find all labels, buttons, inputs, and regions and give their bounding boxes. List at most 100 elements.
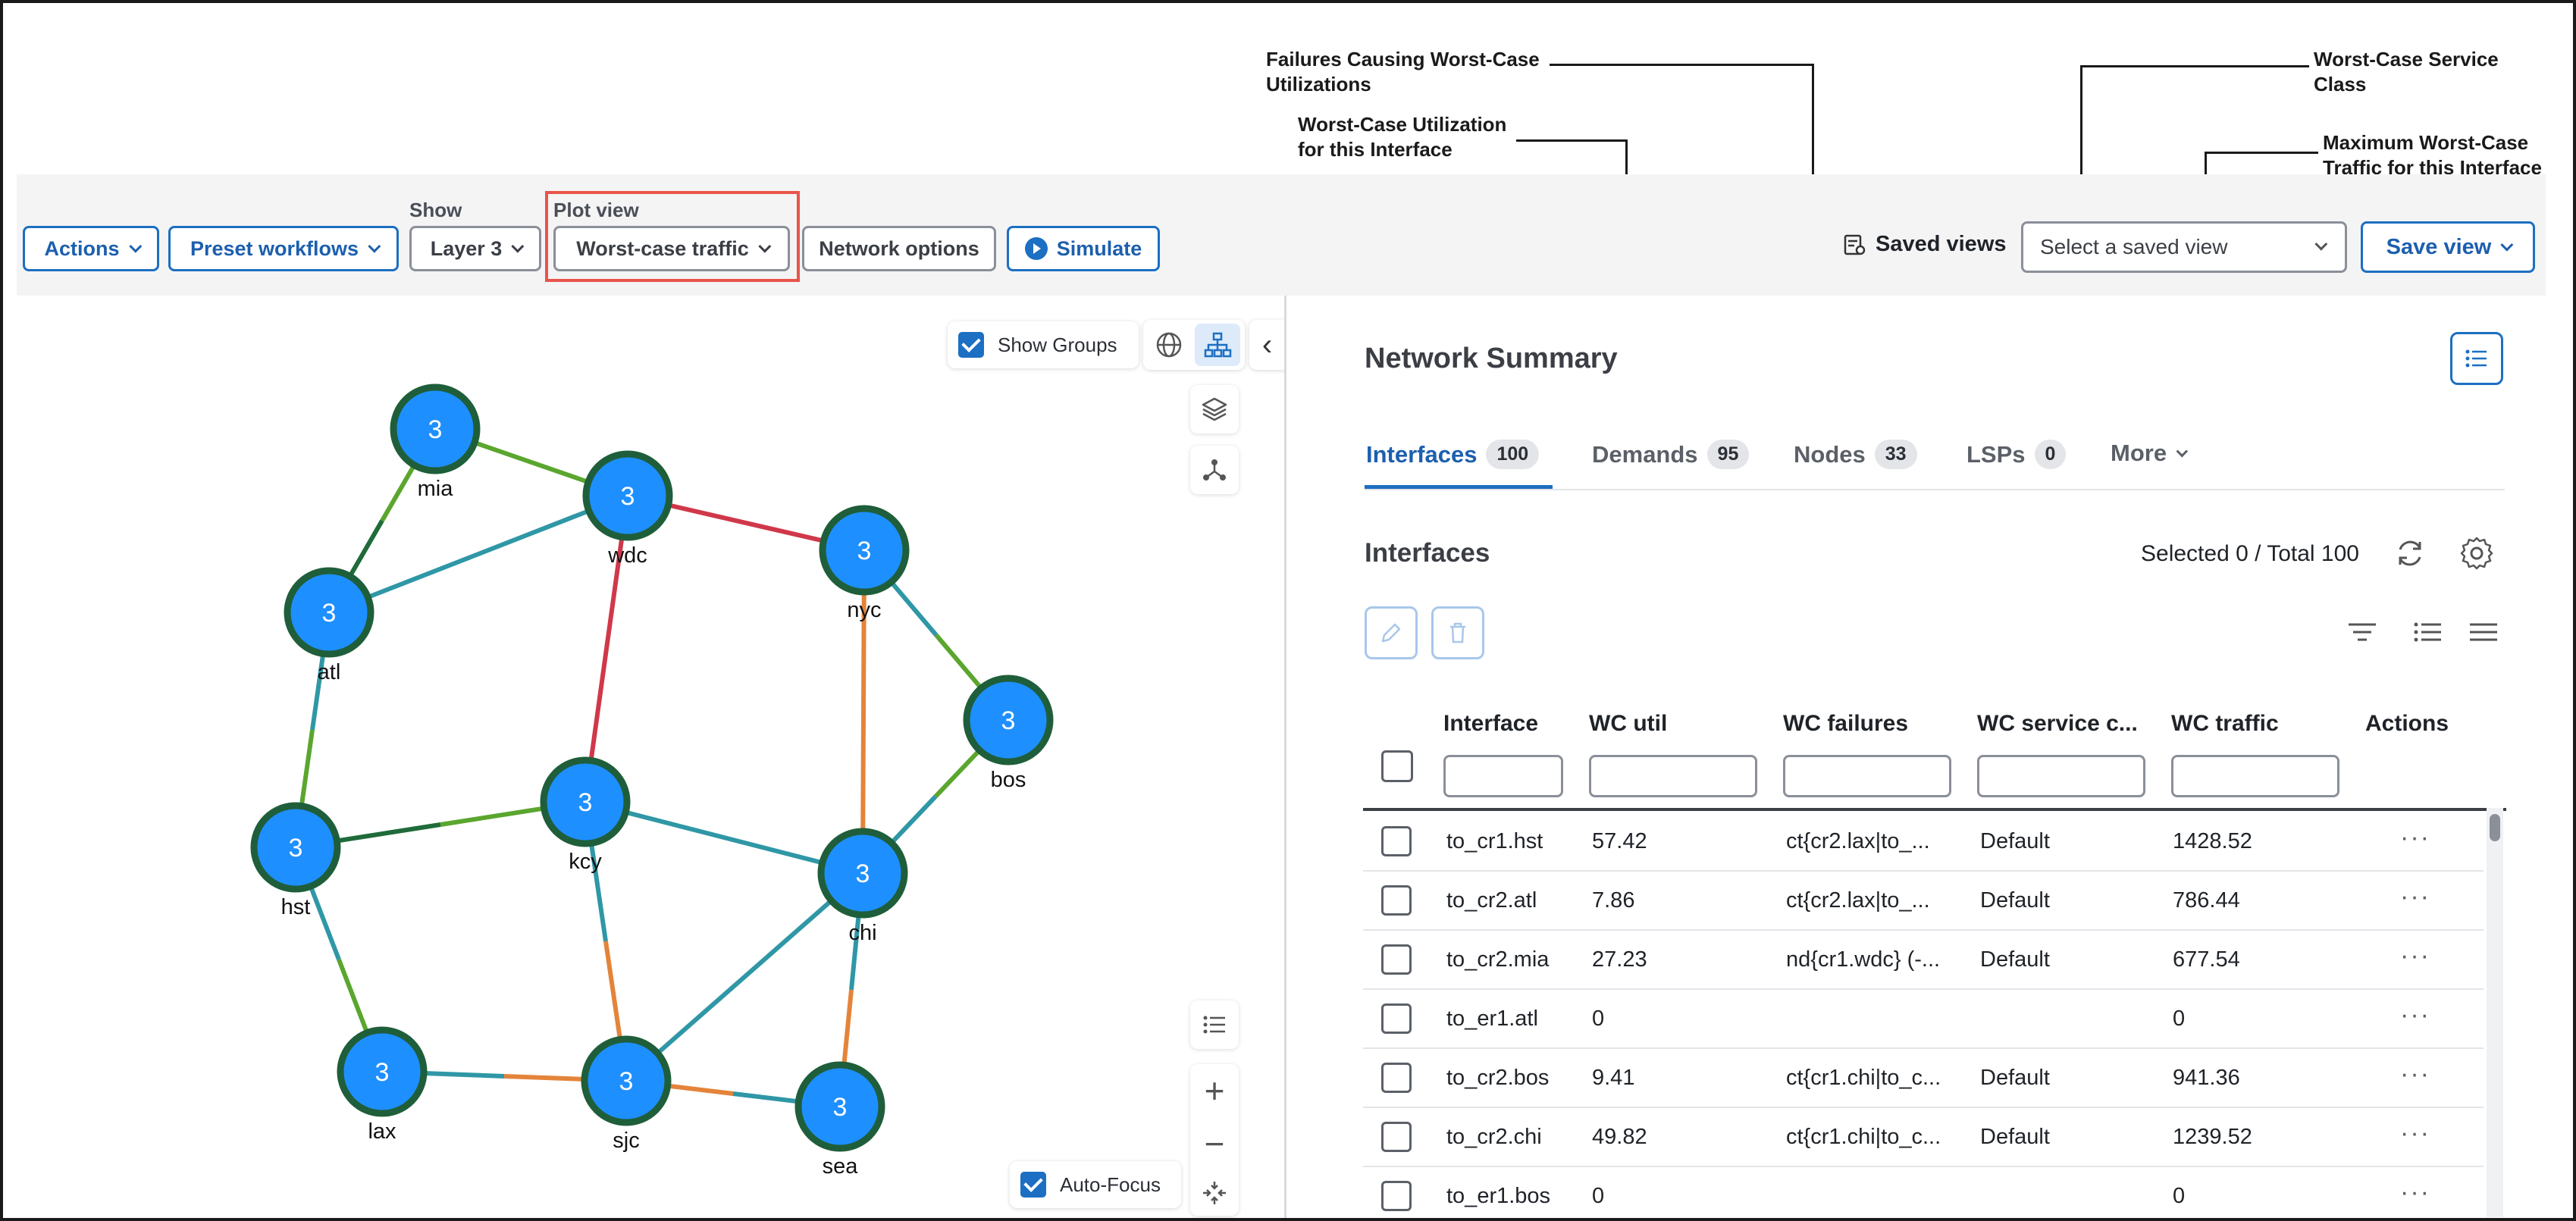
saved-views-icon [1844, 234, 1866, 255]
node-circle[interactable] [581, 1035, 672, 1126]
row-actions-icon[interactable]: ··· [2400, 1060, 2430, 1088]
node-chi[interactable]: 3 chi [817, 828, 908, 945]
filter-input-wc-util[interactable] [1589, 755, 1757, 797]
column-header-wc-service-class[interactable]: WC service c... [1977, 711, 2138, 736]
layers-button[interactable] [1190, 385, 1239, 434]
zoom-in-icon[interactable]: + [1204, 1071, 1225, 1110]
link-kcy-chi[interactable] [584, 800, 863, 875]
list-view-icon[interactable] [2411, 617, 2444, 647]
node-wdc[interactable]: 3 wdc [582, 450, 673, 568]
panel-divider[interactable] [1284, 296, 1286, 1218]
filter-input-wc-service-class[interactable] [1977, 755, 2145, 797]
network-graph[interactable]: 3 mia 3 wdc 3 atl 3 nyc 3 bos 3 kcy 3 hst 3 chi 3 lax 3 sjc… [20, 296, 1284, 1220]
hierarchy-icon[interactable] [1195, 324, 1240, 366]
link-nyc-chi[interactable] [860, 549, 867, 874]
node-circle[interactable] [817, 828, 908, 919]
filter-input-wc-failures[interactable] [1783, 755, 1951, 797]
link-chi-sjc[interactable] [625, 871, 864, 1083]
column-header-wc-failures[interactable]: WC failures [1783, 711, 1909, 736]
column-header-wc-traffic[interactable]: WC traffic [2171, 711, 2279, 736]
node-circle[interactable] [250, 802, 341, 893]
row-actions-icon[interactable]: ··· [2400, 1000, 2430, 1029]
row-actions-icon[interactable]: ··· [2400, 941, 2430, 970]
table-row[interactable]: to_cr1.hst 57.42 ct{cr2.lax|to_... Defau… [1363, 812, 2484, 872]
node-circle[interactable] [540, 756, 631, 847]
legend-button[interactable] [1190, 1000, 1239, 1049]
show-groups-toggle[interactable]: Show Groups [948, 321, 1139, 368]
refresh-icon[interactable] [2393, 536, 2427, 571]
tab-interfaces[interactable]: Interfaces 100 [1366, 440, 1540, 469]
density-icon[interactable] [2467, 617, 2500, 647]
row-checkbox[interactable] [1381, 885, 1412, 916]
node-circle[interactable] [390, 384, 481, 474]
link-atl-wdc[interactable] [327, 493, 629, 615]
show-groups-checkbox[interactable] [958, 332, 984, 358]
row-actions-icon[interactable]: ··· [2400, 823, 2430, 852]
network-map[interactable]: 3 mia 3 wdc 3 atl 3 nyc 3 bos 3 kcy 3 hst 3 chi 3 lax 3 sjc… [20, 296, 1284, 1220]
node-circle[interactable] [963, 675, 1054, 765]
node-circle[interactable] [337, 1026, 428, 1117]
zoom-out-icon[interactable]: − [1204, 1124, 1225, 1163]
node-mia[interactable]: 3 mia [390, 384, 481, 501]
row-checkbox[interactable] [1381, 1122, 1412, 1152]
node-circle[interactable] [819, 505, 910, 596]
actions-button[interactable]: Actions [23, 226, 159, 271]
summary-menu-button[interactable] [2450, 332, 2503, 385]
link-wdc-kcy[interactable] [583, 495, 630, 803]
row-actions-icon[interactable]: ··· [2400, 882, 2430, 911]
tab-nodes[interactable]: Nodes 33 [1794, 440, 1917, 469]
node-atl[interactable]: 3 atl [284, 567, 374, 684]
tab-more[interactable]: More [2111, 440, 2189, 467]
table-row[interactable]: to_er1.bos 0 0 ··· [1363, 1167, 2484, 1217]
topology-button[interactable] [1190, 446, 1239, 494]
tab-demands[interactable]: Demands 95 [1592, 440, 1750, 469]
table-row[interactable]: to_cr2.chi 49.82 ct{cr1.chi|to_c... Defa… [1363, 1108, 2484, 1167]
row-checkbox[interactable] [1381, 944, 1412, 975]
row-checkbox[interactable] [1381, 826, 1412, 856]
column-header-interface[interactable]: Interface [1443, 711, 1539, 736]
row-actions-icon[interactable]: ··· [2400, 1119, 2430, 1147]
table-row[interactable]: to_cr2.atl 7.86 ct{cr2.lax|to_... Defaul… [1363, 872, 2484, 931]
filter-icon[interactable] [2346, 617, 2379, 647]
node-circle[interactable] [284, 567, 374, 658]
node-lax[interactable]: 3 lax [337, 1026, 428, 1144]
saved-view-select[interactable]: Select a saved view [2021, 221, 2347, 273]
cell-wc-util: 7.86 [1592, 888, 1635, 913]
row-actions-icon[interactable]: ··· [2400, 1178, 2430, 1207]
chevron-left-icon[interactable]: ‹ [1261, 327, 1273, 362]
node-sjc[interactable]: 3 sjc [581, 1035, 672, 1153]
table-scrollbar[interactable] [2487, 808, 2503, 1217]
select-all-checkbox[interactable] [1381, 750, 1413, 782]
column-header-wc-util[interactable]: WC util [1589, 711, 1668, 736]
preset-workflows-button[interactable]: Preset workflows [168, 226, 399, 271]
simulate-button[interactable]: Simulate [1007, 226, 1160, 271]
node-circle[interactable] [582, 450, 673, 541]
save-view-button[interactable]: Save view [2361, 221, 2535, 273]
row-checkbox[interactable] [1381, 1063, 1412, 1093]
node-sea[interactable]: 3 sea [794, 1061, 885, 1179]
auto-focus-toggle[interactable]: Auto-Focus [1010, 1161, 1181, 1208]
node-hst[interactable]: 3 hst [250, 802, 341, 919]
node-circle[interactable] [794, 1061, 885, 1152]
plot-view-dropdown[interactable]: Worst-case traffic [553, 226, 790, 271]
edit-button[interactable] [1365, 606, 1418, 659]
auto-focus-checkbox[interactable] [1020, 1172, 1046, 1198]
node-nyc[interactable]: 3 nyc [819, 505, 910, 622]
gear-icon[interactable] [2459, 536, 2494, 571]
tab-lsps[interactable]: LSPs 0 [1966, 440, 2067, 469]
filter-input-wc-traffic[interactable] [2171, 755, 2339, 797]
fit-view-icon[interactable] [1201, 1179, 1228, 1207]
table-row[interactable]: to_cr2.mia 27.23 nd{cr1.wdc} (-... Defau… [1363, 931, 2484, 990]
globe-icon[interactable] [1146, 324, 1192, 366]
filter-input-interface[interactable] [1443, 755, 1563, 797]
node-bos[interactable]: 3 bos [963, 675, 1054, 792]
layer-dropdown[interactable]: Layer 3 [409, 226, 541, 271]
delete-button[interactable] [1431, 606, 1484, 659]
row-checkbox[interactable] [1381, 1003, 1412, 1034]
table-row[interactable]: to_cr2.bos 9.41 ct{cr1.chi|to_c... Defau… [1363, 1049, 2484, 1108]
table-row[interactable]: to_er1.atl 0 0 ··· [1363, 990, 2484, 1049]
network-options-button[interactable]: Network options [802, 226, 996, 271]
scrollbar-thumb[interactable] [2490, 814, 2500, 841]
node-kcy[interactable]: 3 kcy [540, 756, 631, 874]
row-checkbox[interactable] [1381, 1181, 1412, 1211]
